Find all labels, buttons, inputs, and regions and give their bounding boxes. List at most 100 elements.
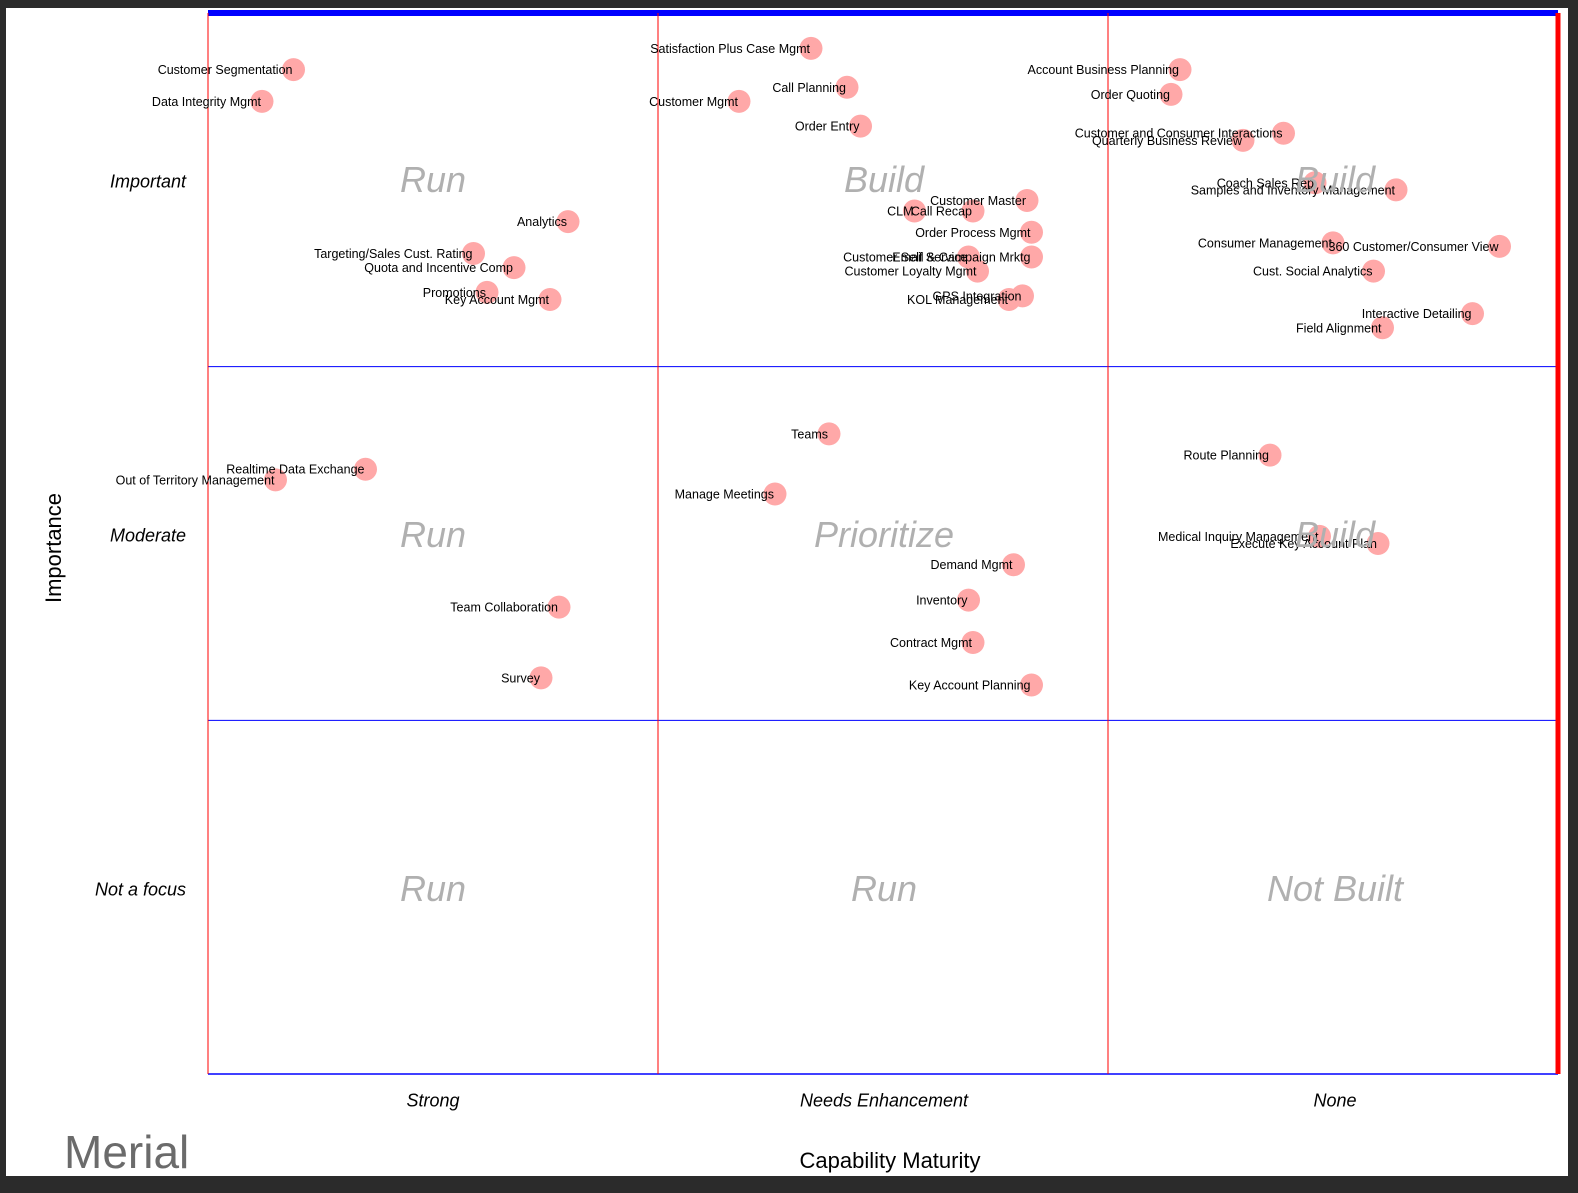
data-point-label: Interactive Detailing [1362, 307, 1472, 321]
data-point [502, 256, 526, 280]
data-point [250, 89, 274, 113]
data-point-label: Customer Segmentation [158, 63, 293, 77]
quadrant-label-important-strong: Run [399, 159, 467, 200]
data-point [462, 241, 485, 265]
quadrant-label-not-a-focus-needs-enhancement: Run [850, 868, 918, 909]
data-point-label: Route Planning [1184, 449, 1270, 463]
brand-logo-text: Merial [64, 1126, 190, 1176]
data-point [475, 280, 499, 304]
data-point-label: Order Entry [795, 120, 860, 134]
data-point-label: Quarterly Business Review [1092, 134, 1243, 148]
x-category-strong: Strong [406, 1090, 460, 1111]
data-point [961, 199, 985, 223]
data-point-label: Teams [791, 427, 828, 441]
data-point [727, 89, 751, 113]
data-point [1231, 128, 1255, 152]
data-point-label: 360 Customer/Consumer View [1329, 240, 1500, 254]
data-point-label: Manage Meetings [675, 487, 774, 501]
data-point [1020, 245, 1043, 269]
data-point [957, 588, 980, 612]
data-point [817, 422, 841, 446]
data-point-label: Key Account Mgmt [445, 293, 550, 307]
data-point-label: Realtime Data Exchange [226, 463, 364, 477]
data-point [1366, 532, 1390, 555]
data-point-label: Analytics [517, 215, 567, 229]
data-point-label: CLM [887, 205, 913, 219]
data-point [556, 210, 580, 234]
data-point-label: Quota and Incentive Comp [364, 261, 513, 275]
data-point-label: Out of Territory Management [116, 473, 275, 487]
data-point [966, 259, 989, 283]
data-point [799, 36, 823, 60]
data-point [997, 287, 1021, 311]
data-point-label: Cust. Social Analytics [1253, 265, 1373, 279]
data-point [903, 199, 926, 223]
data-point [1308, 524, 1331, 548]
data-point-label: Customer Loyalty Mgmt [845, 265, 978, 279]
y-axis-title: Importance [41, 492, 66, 604]
data-point [547, 595, 571, 619]
data-point [1303, 171, 1327, 195]
data-point-label: Contract Mgmt [890, 636, 972, 650]
y-category-important: Important [109, 171, 186, 192]
x-category-needs-enhancement: Needs Enhancement [799, 1090, 969, 1111]
data-point [1461, 302, 1484, 326]
quadrant-label-moderate-none: Build [1294, 514, 1376, 555]
data-point [538, 287, 562, 311]
data-point-label: Call Planning [772, 81, 846, 95]
data-point-label: Customer Self Service [843, 251, 967, 265]
data-point [1272, 121, 1295, 145]
data-point [1321, 231, 1345, 255]
quadrant-label-moderate-strong: Run [399, 514, 467, 555]
data-point-label: Customer Mgmt [649, 95, 738, 109]
data-point-label: Targeting/Sales Cust. Rating [314, 247, 472, 261]
data-point [961, 631, 985, 655]
y-category-moderate: Moderate [109, 525, 186, 546]
y-category-not-a-focus: Not a focus [94, 879, 186, 900]
quadrant-label-not-a-focus-strong: Run [399, 868, 467, 909]
data-point [354, 457, 377, 481]
data-point-label: GPS Integration [933, 289, 1022, 303]
data-point [849, 114, 872, 138]
data-point [1258, 443, 1282, 467]
data-point-label: Samples and Inventory Management [1191, 183, 1396, 197]
quadrant-label-not-a-focus-none: Not Built [1266, 868, 1404, 909]
data-point [1020, 220, 1043, 244]
data-point-label: Medical Inquiry Management [1158, 530, 1319, 544]
data-point [1488, 234, 1511, 258]
data-point-label: Satisfaction Plus Case Mgmt [650, 42, 810, 56]
data-point-label: Account Business Planning [1028, 63, 1180, 77]
data-point-label: Call Recap [911, 205, 972, 219]
data-point [1015, 188, 1039, 212]
data-point [763, 482, 787, 506]
data-point [1384, 178, 1408, 202]
quadrant-scatter-chart: Customer Segmentation Data Integrity Mgmt… [116, 10, 1561, 1075]
data-point-label: KOL Management [907, 293, 1009, 307]
data-point-label: Email & Campaign Mrktg [892, 251, 1030, 265]
data-point-label: Customer Master [930, 194, 1026, 208]
data-point-label: Demand Mgmt [931, 558, 1013, 572]
data-point-label: Customer and Consumer Interactions [1075, 127, 1283, 141]
data-point [1362, 259, 1385, 283]
x-axis-title: Capability Maturity [799, 1148, 981, 1173]
data-point-label: Field Alignment [1296, 321, 1382, 335]
data-point [264, 468, 287, 492]
data-point [529, 666, 553, 690]
data-point [1371, 316, 1394, 340]
data-point-label: Key Account Planning [909, 678, 1031, 692]
data-point [282, 58, 305, 82]
data-point-label: Survey [501, 671, 541, 685]
quadrant-label-moderate-needs-enhancement: Prioritize [813, 514, 955, 555]
quadrant-label-important-needs-enhancement: Build [843, 159, 925, 200]
data-point [835, 75, 859, 99]
data-point [1168, 58, 1192, 82]
data-point-label: Execute Key Account Plan [1230, 537, 1377, 551]
data-point-label: Order Process Mgmt [915, 226, 1031, 240]
data-point-label: Order Quoting [1091, 88, 1170, 102]
x-category-none: None [1313, 1090, 1357, 1111]
data-point [1159, 82, 1183, 106]
data-point-label: Consumer Management [1198, 236, 1333, 250]
data-point-label: Team Collaboration [450, 601, 558, 615]
quadrant-label-important-none: Build [1294, 159, 1376, 200]
data-point [1020, 673, 1043, 697]
